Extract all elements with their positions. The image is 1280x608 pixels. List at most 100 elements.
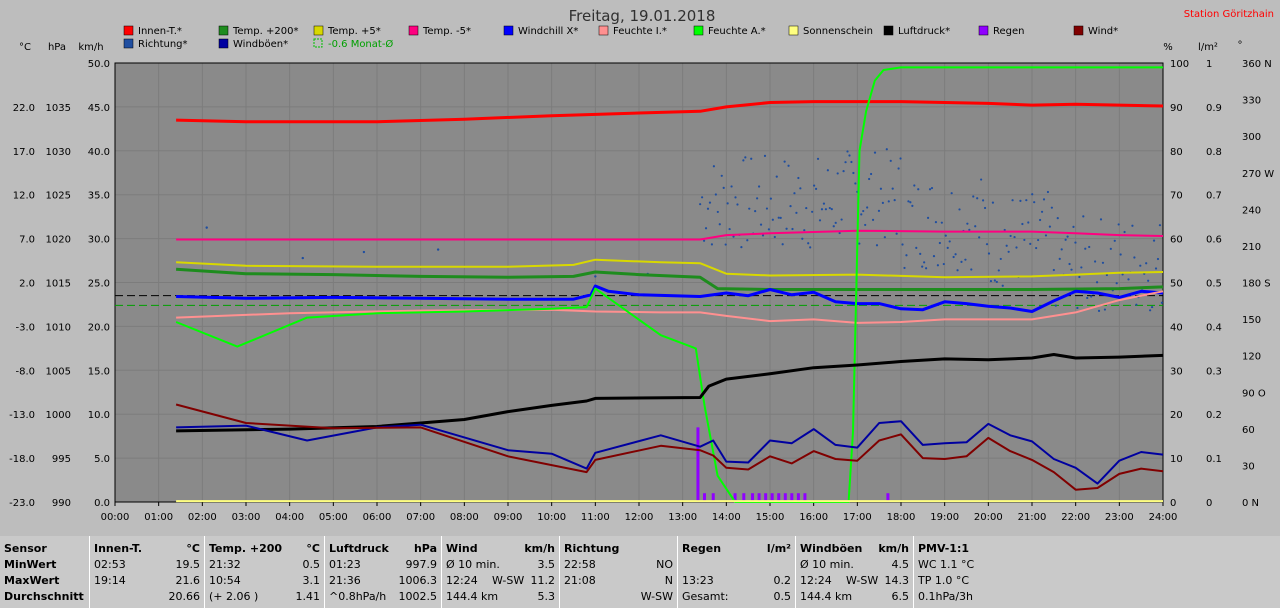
direction-point <box>205 226 208 229</box>
axes: 50.045.040.035.030.025.020.015.010.05.00… <box>9 59 1274 523</box>
direction-point <box>789 204 792 208</box>
direction-point <box>1015 246 1018 249</box>
direction-point <box>895 232 898 235</box>
direction-point <box>742 159 745 162</box>
direction-point <box>848 154 851 157</box>
direction-point <box>926 216 930 220</box>
direction-point <box>1040 210 1044 213</box>
tick-hour: 18:00 <box>887 512 916 523</box>
direction-point <box>767 228 771 231</box>
direction-point <box>708 201 712 204</box>
direction-point <box>818 219 822 222</box>
direction-point <box>1145 262 1148 265</box>
stat-column: Richtung 22:58 NO 21:08 N W-SW <box>559 536 677 608</box>
stat-cell: 21:36 <box>329 574 361 587</box>
stat-cell: 1006.3 <box>398 574 438 587</box>
tick-hour: 17:00 <box>843 512 872 523</box>
stat-cell: 0.5 <box>773 590 792 603</box>
direction-point <box>928 188 932 191</box>
direction-point <box>1027 221 1030 224</box>
tick-hour: 02:00 <box>188 512 217 523</box>
stat-cell: PMV-1:1 <box>918 542 969 555</box>
tick-humidity: 50 <box>1170 279 1183 290</box>
direction-point <box>781 243 784 246</box>
direction-point <box>704 227 708 230</box>
direction-point <box>1076 306 1079 310</box>
stat-row: 22:58 NO <box>564 557 673 573</box>
direction-point <box>748 207 751 210</box>
direction-point <box>1029 242 1032 245</box>
tick-direction: 240 <box>1242 205 1261 216</box>
unit-direction: ° <box>1238 40 1243 51</box>
direction-point <box>1131 224 1134 227</box>
direction-point <box>718 223 721 226</box>
stat-cell: Gesamt: <box>682 590 729 603</box>
direction-point <box>866 206 869 209</box>
tick-pressure: 995 <box>52 454 71 465</box>
legend-label: Luftdruck* <box>898 26 950 37</box>
legend-label: Windchill X* <box>518 26 578 37</box>
direction-point <box>793 192 796 195</box>
stat-cell: Luftdruck <box>329 542 389 555</box>
direction-point <box>736 203 739 206</box>
stat-row: Innen-T. °C <box>94 541 200 557</box>
direction-point <box>1005 244 1008 247</box>
direction-point <box>759 223 763 226</box>
stat-cell: 144.4 km <box>446 590 499 603</box>
stat-row: 21:36 1006.3 <box>329 573 437 589</box>
stat-cell: (+ 2.06 ) <box>209 590 259 603</box>
tick-hour: 04:00 <box>275 512 304 523</box>
stat-cell: Regen <box>682 542 722 555</box>
direction-point <box>930 186 934 190</box>
chart-title: Freitag, 19.01.2018 <box>569 7 716 25</box>
stat-row: Luftdruck hPa <box>329 541 437 557</box>
direction-point <box>964 258 967 261</box>
direction-point <box>1025 199 1028 202</box>
tick-pressure: 1025 <box>46 191 71 202</box>
tick-wind: 40.0 <box>88 147 110 158</box>
legend-label: Temp. +5* <box>327 26 381 37</box>
stat-column: Temp. +200 °C 21:32 0.5 10:54 3.1 (+ 2.06 ) 1.4… <box>204 536 324 608</box>
series-temp200 <box>176 267 1164 291</box>
stat-cell: 11.2 <box>530 574 556 587</box>
direction-point <box>1037 238 1040 242</box>
tick-direction: 0 N <box>1242 498 1259 509</box>
direction-point <box>1097 309 1101 312</box>
tick-hour: 20:00 <box>974 512 1003 523</box>
legend-swatch <box>218 38 229 49</box>
tick-pressure: 1020 <box>46 235 71 246</box>
direction-point <box>1044 234 1048 237</box>
direction-point <box>993 279 996 282</box>
direction-point <box>775 175 778 178</box>
direction-point <box>1050 206 1053 209</box>
direction-point <box>871 218 875 221</box>
rain-bar <box>742 493 746 502</box>
stat-row: (+ 2.06 ) 1.41 <box>209 589 320 605</box>
stat-column: Luftdruck hPa 01:23 997.9 21:36 1006.3 ^0.8hPa… <box>324 536 441 608</box>
direction-point <box>1001 284 1004 287</box>
legend-swatch <box>598 25 609 36</box>
direction-point <box>830 208 833 211</box>
direction-point <box>1127 278 1130 281</box>
stat-cell: hPa <box>413 542 437 555</box>
direction-point <box>1123 230 1126 234</box>
direction-point <box>1103 308 1107 311</box>
direction-point <box>991 201 995 204</box>
stat-row: PMV-1:1 <box>918 541 1029 557</box>
stat-row: 21:32 0.5 <box>209 557 320 573</box>
direction-point <box>899 157 902 160</box>
direction-point <box>1058 257 1061 260</box>
direction-point <box>702 239 706 242</box>
direction-point <box>974 225 977 228</box>
tick-direction: 60 <box>1242 425 1255 436</box>
legend-label: Feuchte I.* <box>613 26 667 37</box>
series-lines <box>175 66 1164 503</box>
direction-point <box>889 159 892 162</box>
stat-column: Sensor MinWert MaxWert Durchschnitt <box>0 536 89 608</box>
rain-bar <box>733 493 737 502</box>
direction-point <box>1095 281 1099 284</box>
tick-rain: 0 <box>1206 498 1212 509</box>
direction-point <box>746 239 749 242</box>
direction-point <box>710 243 714 246</box>
stat-row: Gesamt: 0.5 <box>682 589 791 605</box>
